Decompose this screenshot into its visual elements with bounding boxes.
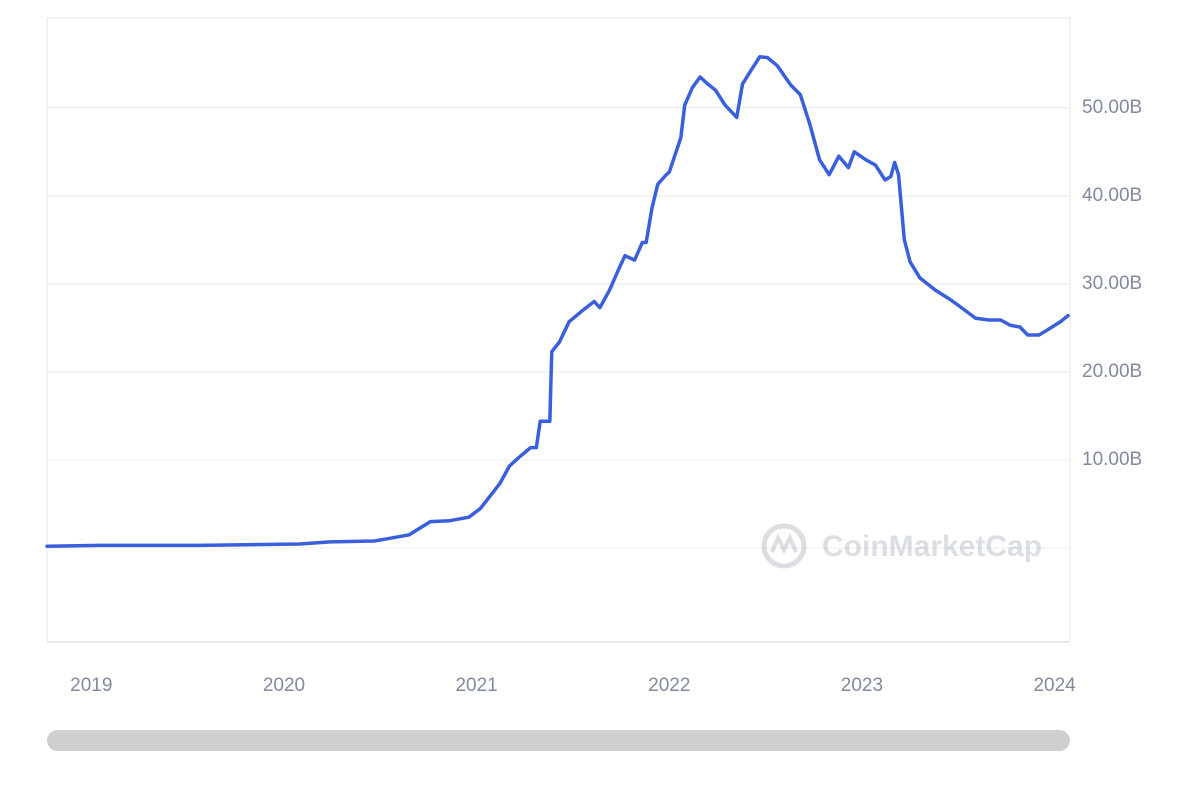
line-series <box>45 54 1070 548</box>
x-tick-label: 2019 <box>70 675 112 696</box>
y-tick-label: 40.00B <box>1082 185 1142 206</box>
x-tick-label: 2024 <box>1033 675 1076 696</box>
x-tick-label: 2020 <box>263 675 305 696</box>
watermark-logo <box>770 533 798 555</box>
watermark-logo <box>761 523 807 569</box>
y-tick-label: 10.00B <box>1082 449 1142 470</box>
watermark: CoinMarketCap <box>761 523 1042 569</box>
y-tick-label: 20.00B <box>1082 361 1142 382</box>
x-tick-label: 2023 <box>841 675 883 696</box>
x-tick-label: 2022 <box>648 675 690 696</box>
x-tick-label: 2021 <box>455 675 497 696</box>
watermark-text: CoinMarketCap <box>822 530 1042 563</box>
y-tick-label: 30.00B <box>1082 273 1142 294</box>
scrollbar[interactable] <box>47 730 1070 751</box>
y-tick-label: 50.00B <box>1082 97 1142 118</box>
